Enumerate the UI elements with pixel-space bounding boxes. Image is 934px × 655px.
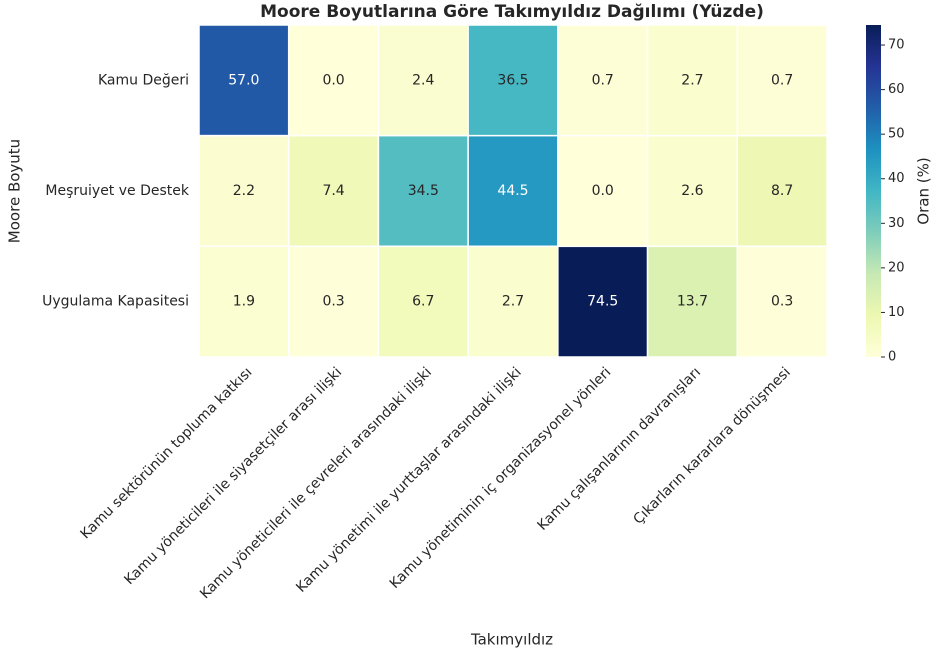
cell-label: 13.7 <box>677 294 708 310</box>
y-axis-label: Moore Boyutu <box>6 139 24 243</box>
colorbar-tick-label: 60 <box>888 82 905 97</box>
heatmap-cell <box>646 24 739 137</box>
heatmap-cell <box>467 24 559 137</box>
cell-label: 57.0 <box>228 72 259 88</box>
y-tick-label: Meşruiyet ve Destek <box>45 183 189 199</box>
colorbar-tick-label: 0 <box>888 350 896 365</box>
y-tick-label: Uygulama Kapasitesi <box>42 294 189 310</box>
heatmap-cell <box>467 245 559 358</box>
heatmap-cell <box>377 245 469 358</box>
colorbar-label: Oran (%) <box>915 157 933 224</box>
cell-label: 8.7 <box>771 183 793 199</box>
cell-label: 2.4 <box>412 72 434 88</box>
cell-label: 2.7 <box>502 294 524 310</box>
heatmap-cell <box>198 24 290 137</box>
cell-label: 0.0 <box>592 183 614 199</box>
heatmap-cell <box>377 24 469 137</box>
colorbar-tick-label: 20 <box>888 260 905 275</box>
heatmap-cell <box>377 134 469 248</box>
colorbar-tick-label: 10 <box>888 305 905 320</box>
x-axis-label: Takımyıldız <box>470 631 553 649</box>
cell-label: 2.6 <box>681 183 703 199</box>
cell-label: 74.5 <box>587 294 618 310</box>
x-tick-label: Kamu sektörünün topluma katkısı <box>78 364 256 542</box>
chart-title: Moore Boyutlarına Göre Takımyıldız Dağıl… <box>260 2 764 22</box>
cell-label: 34.5 <box>408 183 439 199</box>
colorbar-tick-label: 30 <box>888 216 905 231</box>
colorbar-tick-label: 70 <box>888 38 905 53</box>
x-tick-label: Kamu çalışanlarının davranışları <box>535 364 705 534</box>
cell-label: 2.7 <box>681 72 703 88</box>
cell-label: 2.2 <box>233 183 255 199</box>
colorbar <box>866 25 881 357</box>
x-tick-label: Çıkarların kararlara dönüşmesi <box>630 364 793 527</box>
colorbar-tick-label: 40 <box>888 171 905 186</box>
cell-label: 0.7 <box>592 72 614 88</box>
cell-label: 7.4 <box>322 183 344 199</box>
cell-label: 0.3 <box>771 294 793 310</box>
heatmap-cell <box>736 245 828 358</box>
heatmap-cell <box>557 245 649 358</box>
y-tick-label: Kamu Değeri <box>98 72 189 88</box>
heatmap-cell <box>198 134 290 248</box>
cell-label: 36.5 <box>497 72 528 88</box>
cell-label: 0.7 <box>771 72 793 88</box>
cell-label: 1.9 <box>233 294 255 310</box>
heatmap-cell <box>557 134 649 248</box>
cell-label: 6.7 <box>412 294 434 310</box>
heatmap-cell <box>646 245 739 358</box>
heatmap-cell <box>287 245 380 358</box>
cell-label: 0.3 <box>322 294 344 310</box>
heatmap-cell <box>287 24 380 137</box>
cell-label: 0.0 <box>322 72 344 88</box>
colorbar-tick-label: 50 <box>888 127 905 142</box>
heatmap-cell <box>736 134 828 248</box>
cell-label: 44.5 <box>497 183 528 199</box>
